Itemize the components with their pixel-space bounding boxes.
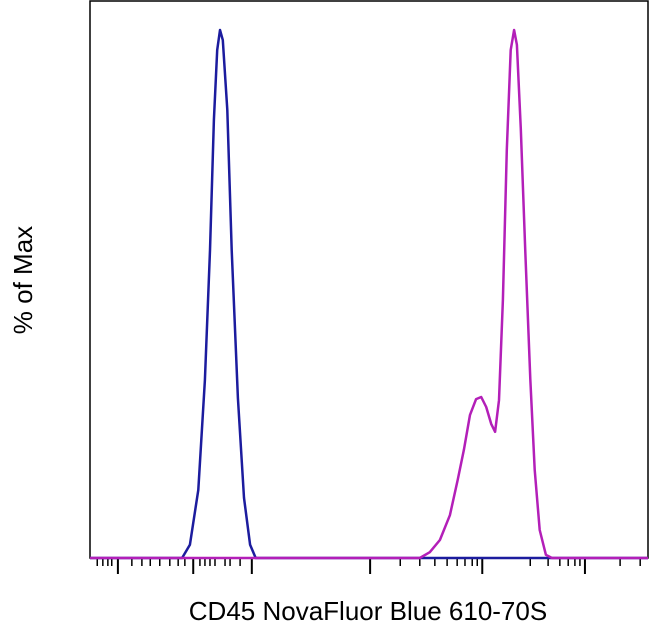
histogram-line: [90, 28, 648, 560]
histogram-line: [90, 28, 648, 560]
x-axis-label: CD45 NovaFluor Blue 610-70S: [189, 596, 547, 626]
plot-frame: [89, 0, 649, 559]
y-axis-label: % of Max: [8, 226, 38, 334]
